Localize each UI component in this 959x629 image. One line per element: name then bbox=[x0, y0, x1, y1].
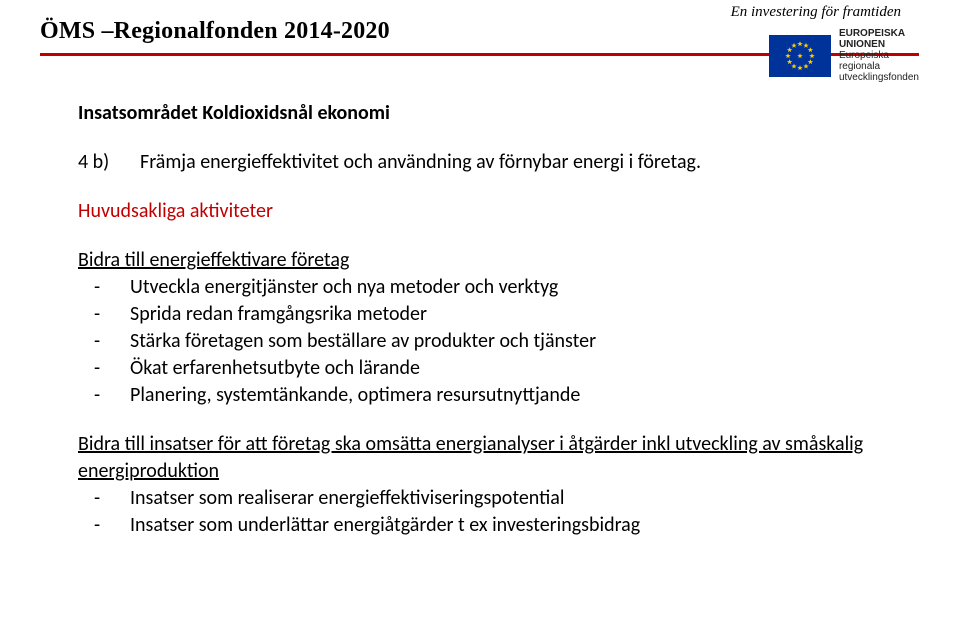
list-item-text: Insatser som realiserar energieffektivis… bbox=[130, 485, 564, 512]
list-item: -Utveckla energitjänster och nya metoder… bbox=[94, 274, 959, 301]
slide-content: Insatsområdet Koldioxidsnål ekonomi 4 b)… bbox=[0, 56, 959, 539]
eu-l5: utvecklingsfonden bbox=[839, 72, 919, 83]
list-item-text: Ökat erfarenhetsutbyte och lärande bbox=[130, 355, 420, 382]
eu-flag-icon bbox=[769, 35, 831, 77]
list-item-text: Sprida redan framgångsrika metoder bbox=[130, 301, 427, 328]
list-item: -Planering, systemtänkande, optimera res… bbox=[94, 382, 959, 409]
item-4b: 4 b) Främja energieffektivitet och använ… bbox=[78, 149, 959, 176]
bullet-dash-icon: - bbox=[94, 382, 130, 409]
section-title: Insatsområdet Koldioxidsnål ekonomi bbox=[78, 100, 959, 127]
bullet-dash-icon: - bbox=[94, 485, 130, 512]
eu-l4: regionala bbox=[839, 61, 880, 72]
eu-l2: UNIONEN bbox=[839, 39, 885, 50]
bullet-dash-icon: - bbox=[94, 355, 130, 382]
bullet-dash-icon: - bbox=[94, 274, 130, 301]
eu-l1: EUROPEISKA bbox=[839, 28, 905, 39]
bullet-dash-icon: - bbox=[94, 328, 130, 355]
eu-text: EUROPEISKA UNIONEN Europeiska regionala … bbox=[839, 28, 919, 83]
list-item: -Insatser som realiserar energieffektivi… bbox=[94, 485, 959, 512]
eu-l3: Europeiska bbox=[839, 50, 889, 61]
group2-list: -Insatser som realiserar energieffektivi… bbox=[78, 485, 959, 539]
bullet-dash-icon: - bbox=[94, 512, 130, 539]
list-item: -Stärka företagen som beställare av prod… bbox=[94, 328, 959, 355]
list-item-text: Insatser som underlättar energiåtgärder … bbox=[130, 512, 640, 539]
list-item-text: Stärka företagen som beställare av produ… bbox=[130, 328, 596, 355]
group1-title: Bidra till energieffektivare företag bbox=[78, 247, 959, 274]
group2-title: Bidra till insatser för att företag ska … bbox=[78, 431, 898, 485]
list-item: -Ökat erfarenhetsutbyte och lärande bbox=[94, 355, 959, 382]
eu-logo-block: EUROPEISKA UNIONEN Europeiska regionala … bbox=[769, 28, 919, 83]
item-4b-num: 4 b) bbox=[78, 149, 140, 176]
item-4b-text: Främja energieffektivitet och användning… bbox=[140, 149, 701, 176]
list-item: -Sprida redan framgångsrika metoder bbox=[94, 301, 959, 328]
list-item-text: Planering, systemtänkande, optimera resu… bbox=[130, 382, 580, 409]
tagline: En investering för framtiden bbox=[731, 4, 901, 21]
group1-list: -Utveckla energitjänster och nya metoder… bbox=[78, 274, 959, 409]
list-item-text: Utveckla energitjänster och nya metoder … bbox=[130, 274, 558, 301]
activities-label: Huvudsakliga aktiviteter bbox=[78, 198, 959, 225]
bullet-dash-icon: - bbox=[94, 301, 130, 328]
list-item: -Insatser som underlättar energiåtgärder… bbox=[94, 512, 959, 539]
